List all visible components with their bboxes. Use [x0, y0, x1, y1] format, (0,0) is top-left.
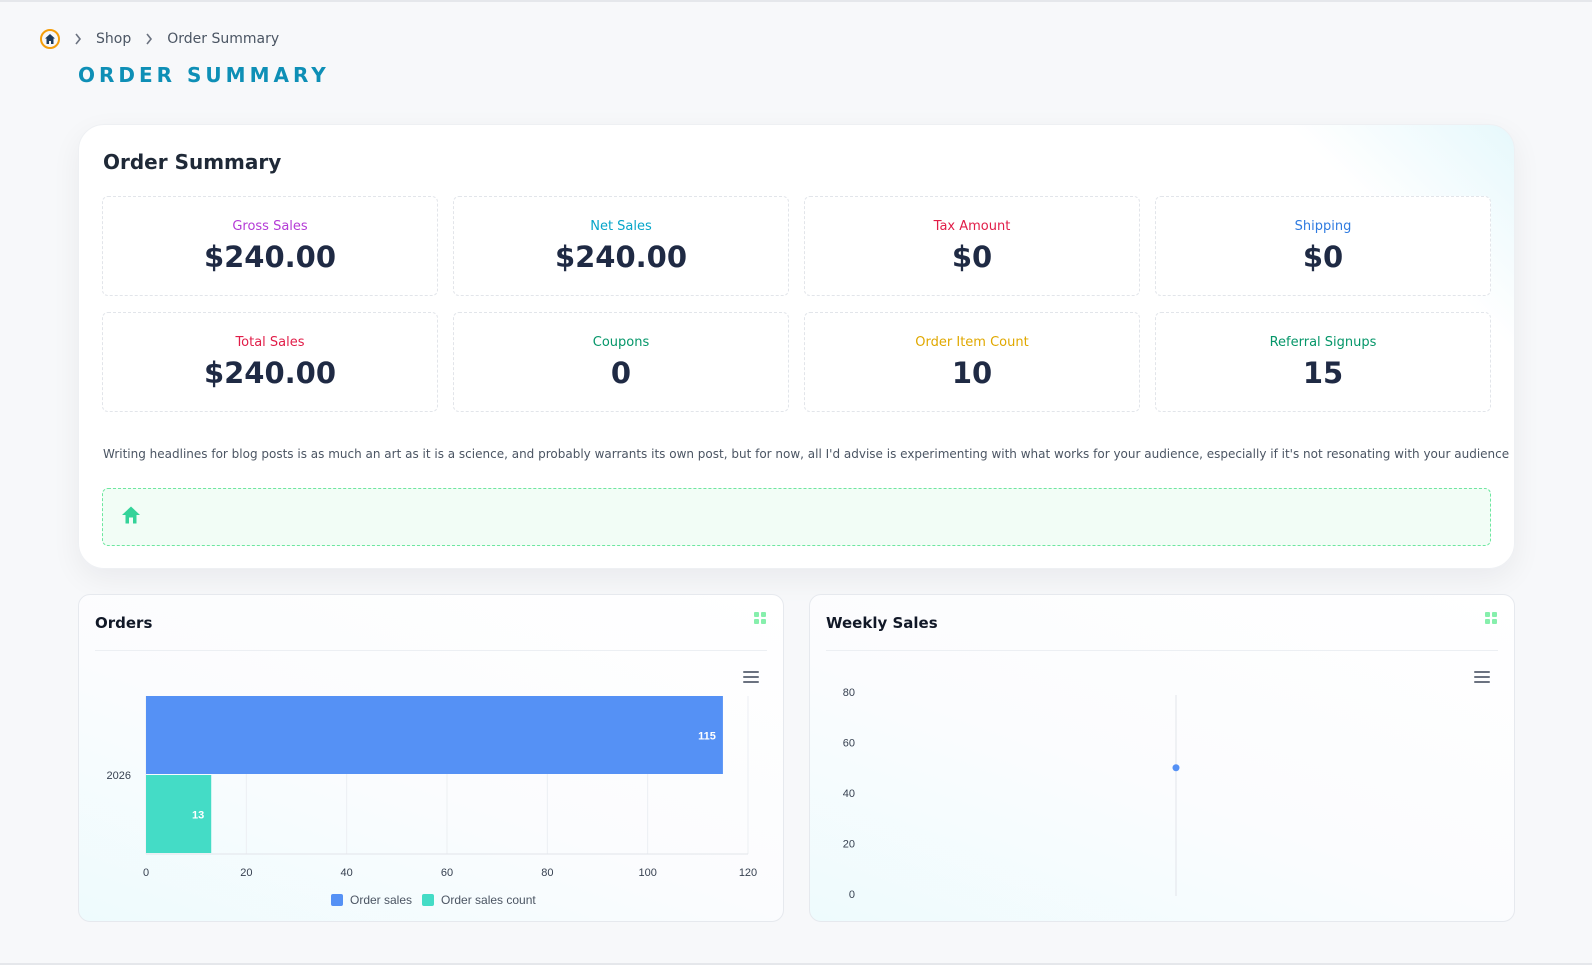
y-tick-label: 0 [849, 889, 855, 901]
house-icon [121, 505, 141, 529]
stat-tax-amount: Tax Amount $0 [804, 196, 1140, 296]
bar-data-label: 13 [192, 810, 204, 822]
x-tick-label: 80 [541, 867, 553, 879]
orders-bar-chart: 0 20 40 60 80 100 120 2026 115 13 [107, 696, 757, 879]
y-category-label: 2026 [107, 770, 131, 782]
breadcrumb: Shop Order Summary [40, 29, 279, 49]
bar-order-sales[interactable] [146, 696, 723, 774]
stat-order-item-count: Order Item Count 10 [804, 312, 1140, 412]
x-tick-label: 120 [739, 867, 757, 879]
data-point[interactable] [1172, 764, 1180, 772]
bar-order-sales-count[interactable] [146, 775, 212, 853]
panel-title: Orders [95, 614, 153, 632]
stat-grid: Gross Sales $240.00 Net Sales $240.00 Ta… [102, 196, 1491, 412]
stat-label: Gross Sales [232, 218, 308, 234]
stat-coupons: Coupons 0 [453, 312, 789, 412]
divider [826, 650, 1498, 651]
divider [95, 650, 767, 651]
hamburger-menu-icon[interactable] [743, 671, 759, 683]
stat-value: $0 [951, 239, 993, 274]
stat-value: 15 [1302, 355, 1344, 390]
chart-legend: Order sales Order sales count [331, 893, 546, 907]
stat-label: Tax Amount [933, 218, 1011, 234]
home-icon[interactable] [40, 29, 60, 49]
stat-value: $240.00 [203, 239, 337, 274]
x-tick-label: 60 [441, 867, 453, 879]
stat-value: $0 [1302, 239, 1344, 274]
x-tick-label: 20 [240, 867, 252, 879]
y-tick-label: 40 [843, 788, 855, 800]
stat-shipping: Shipping $0 [1155, 196, 1491, 296]
order-summary-card: Order Summary Gross Sales $240.00 Net Sa… [78, 124, 1515, 569]
panel-title: Weekly Sales [826, 614, 938, 632]
grid-icon[interactable] [754, 612, 766, 624]
weekly-sales-chart: 0 20 40 60 80 [843, 687, 1180, 901]
x-tick-label: 0 [143, 867, 149, 879]
x-tick-label: 40 [341, 867, 353, 879]
stat-referral-signups: Referral Signups 15 [1155, 312, 1491, 412]
y-tick-label: 20 [843, 839, 855, 851]
bar-data-label: 115 [698, 731, 716, 743]
chevron-right-icon [60, 33, 96, 45]
grid-icon[interactable] [1485, 612, 1497, 624]
stat-label: Coupons [592, 334, 650, 350]
stat-label: Net Sales [590, 218, 652, 234]
stat-value: $240.00 [554, 239, 688, 274]
stat-value: $240.00 [203, 355, 337, 390]
stat-label: Order Item Count [915, 334, 1029, 350]
stat-label: Total Sales [235, 334, 305, 350]
breadcrumb-order-summary: Order Summary [167, 31, 280, 47]
y-tick-label: 80 [843, 687, 855, 699]
page-title: ORDER SUMMARY [78, 63, 330, 87]
bottom-border [0, 963, 1592, 965]
x-tick-label: 100 [638, 867, 656, 879]
y-tick-label: 60 [843, 738, 855, 750]
breadcrumb-shop[interactable]: Shop [96, 31, 132, 47]
summary-description: Writing headlines for blog posts is as m… [103, 447, 1510, 461]
stat-value: 0 [610, 355, 632, 390]
stat-gross-sales: Gross Sales $240.00 [102, 196, 438, 296]
legend-label: Order sales [350, 893, 413, 907]
weekly-sales-panel: Weekly Sales 0 20 40 60 80 [809, 594, 1515, 922]
top-border [0, 0, 1592, 2]
legend-label: Order sales count [441, 893, 536, 907]
stat-net-sales: Net Sales $240.00 [453, 196, 789, 296]
stat-label: Referral Signups [1269, 334, 1377, 350]
hamburger-menu-icon[interactable] [1474, 671, 1490, 683]
orders-panel: Orders 0 20 40 60 80 100 120 2026 115 13 Order sa… [78, 594, 784, 922]
summary-card-title: Order Summary [103, 150, 282, 174]
stat-value: 10 [951, 355, 993, 390]
legend-item-order-sales-count[interactable]: Order sales count [422, 893, 536, 907]
chevron-right-icon [131, 33, 167, 45]
alert-box [102, 488, 1491, 546]
stat-total-sales: Total Sales $240.00 [102, 312, 438, 412]
legend-item-order-sales[interactable]: Order sales [331, 893, 412, 907]
stat-label: Shipping [1294, 218, 1352, 234]
